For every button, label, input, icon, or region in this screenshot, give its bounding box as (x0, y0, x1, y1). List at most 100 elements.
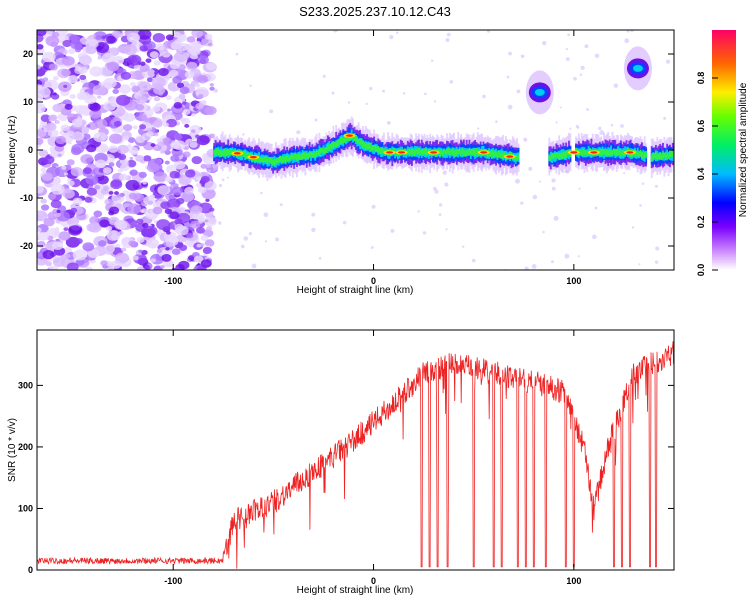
noise-blob (51, 241, 64, 251)
signal-cell (368, 142, 371, 150)
y-tick-label: 300 (18, 380, 33, 390)
noise-blob (137, 30, 152, 40)
y-tick-label: 20 (23, 49, 33, 59)
signal-cell (352, 134, 354, 143)
noise-blob (74, 47, 82, 53)
noise-blob (45, 35, 60, 47)
noise-speck (242, 133, 245, 136)
noise-blob (175, 263, 185, 270)
signal-cell (493, 150, 496, 156)
signal-cell (415, 148, 418, 154)
signal-cell (338, 140, 340, 146)
signal-cell (248, 152, 251, 158)
noise-blob (149, 51, 159, 59)
noise-speck (279, 203, 283, 207)
noise-speck (569, 127, 572, 130)
noise-speck (389, 35, 394, 40)
noise-blob (101, 146, 110, 153)
noise-speck (654, 260, 659, 264)
signal-cell (321, 147, 324, 153)
signal-cell (371, 145, 374, 151)
noise-speck (370, 246, 374, 249)
colorbar-tick-label: 0.6 (696, 120, 706, 133)
noise-blob (97, 194, 104, 200)
noise-blob (103, 77, 117, 89)
noise-blob (74, 104, 87, 114)
noise-blob (196, 226, 205, 234)
noise-speck (506, 75, 510, 79)
signal-cell (412, 149, 415, 157)
signal-cell (223, 148, 225, 155)
noise-blob (129, 157, 134, 161)
signal-cell (555, 152, 558, 158)
noise-blob (158, 67, 169, 77)
noise-speck (251, 263, 257, 269)
noise-blob (204, 219, 209, 223)
signal-cell (315, 150, 318, 157)
noise-blob (136, 236, 145, 243)
signal-cell (312, 151, 315, 158)
signal-cell (335, 142, 338, 148)
noise-blob (55, 238, 60, 243)
noise-speck (439, 203, 443, 207)
signal-cell (230, 148, 233, 155)
signal-cell (227, 149, 230, 156)
noise-blob (37, 185, 44, 194)
signal-cell (552, 153, 555, 160)
signal-cell (296, 154, 298, 161)
signal-cell (228, 149, 231, 156)
noise-speck (598, 126, 602, 131)
noise-blob (127, 33, 132, 37)
x-tick-label: 100 (566, 576, 581, 586)
noise-blob (55, 135, 67, 145)
noise-blob (114, 191, 119, 195)
noise-blob (195, 176, 202, 181)
signal-hotspot (626, 151, 634, 154)
signal-cell (423, 148, 426, 155)
noise-blob (97, 55, 103, 60)
noise-blob (157, 185, 171, 196)
signal-cell (559, 153, 562, 159)
noise-blob (139, 45, 148, 52)
noise-speck (369, 86, 373, 91)
noise-blob (146, 77, 154, 83)
noise-blob (78, 54, 93, 66)
noise-blob (118, 59, 123, 63)
snr-panel: -100 0 100 0 100 200 300 Height of straight li… (7, 329, 675, 596)
signal-cell (561, 152, 563, 160)
noise-blob (48, 63, 58, 71)
signal-cell (394, 148, 397, 154)
noise-blob (70, 207, 78, 213)
noise-blob (110, 179, 123, 190)
noise-blob (47, 193, 57, 200)
noise-blob (128, 64, 134, 68)
noise-speck (495, 120, 498, 123)
noise-speck (442, 170, 447, 175)
noise-blob (176, 197, 185, 205)
noise-blob (132, 255, 139, 261)
signal-cell (339, 137, 342, 145)
signal-cell (304, 154, 307, 160)
noise-blob (200, 259, 212, 268)
noise-blob (123, 113, 136, 122)
noise-blob (46, 227, 60, 239)
noise-speck (573, 76, 577, 81)
noise-blob (114, 243, 121, 249)
signal-cell (460, 150, 462, 157)
signal-cell (324, 148, 326, 154)
noise-speck (311, 227, 316, 233)
signal-cell (654, 152, 657, 159)
signal-cell (336, 140, 339, 147)
signal-cell (263, 156, 266, 162)
noise-blob (37, 103, 46, 114)
signal-cell (551, 152, 554, 159)
signal-cell (246, 152, 249, 158)
noise-blob (87, 248, 100, 259)
signal-cell (556, 152, 559, 159)
signal-cell (554, 153, 556, 159)
signal-cell (469, 149, 472, 155)
signal-cell (267, 156, 270, 162)
signal-cell (666, 152, 669, 158)
noise-blob (95, 35, 102, 40)
